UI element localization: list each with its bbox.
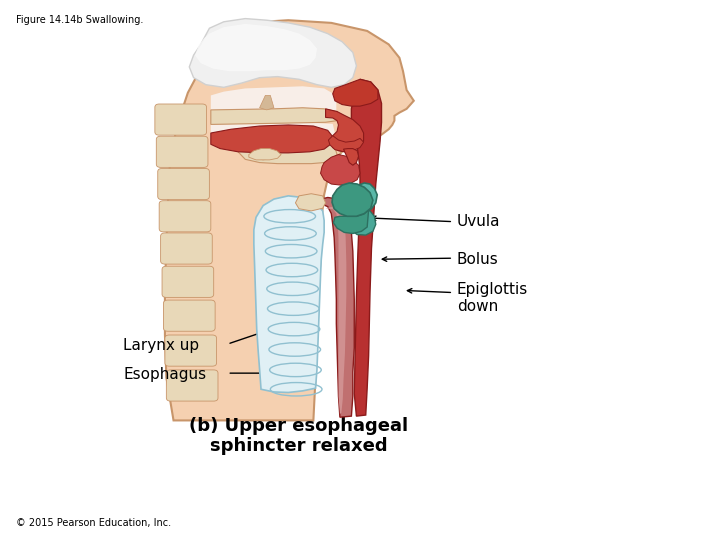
Polygon shape: [351, 79, 382, 416]
FancyBboxPatch shape: [163, 300, 215, 331]
Polygon shape: [332, 183, 373, 217]
FancyBboxPatch shape: [156, 136, 208, 167]
Polygon shape: [260, 96, 274, 110]
Ellipse shape: [260, 154, 267, 160]
FancyBboxPatch shape: [162, 266, 214, 298]
Polygon shape: [325, 109, 364, 152]
FancyBboxPatch shape: [165, 335, 217, 366]
FancyBboxPatch shape: [159, 201, 211, 232]
Polygon shape: [254, 196, 324, 393]
Text: Larynx up: Larynx up: [123, 338, 199, 353]
Polygon shape: [249, 148, 281, 160]
Polygon shape: [351, 183, 377, 212]
Polygon shape: [320, 154, 360, 185]
Ellipse shape: [255, 152, 262, 157]
FancyBboxPatch shape: [155, 104, 207, 135]
Polygon shape: [343, 148, 359, 165]
FancyBboxPatch shape: [158, 168, 210, 200]
Polygon shape: [211, 86, 336, 112]
Text: © 2015 Pearson Education, Inc.: © 2015 Pearson Education, Inc.: [16, 518, 171, 528]
Polygon shape: [211, 123, 335, 151]
Polygon shape: [211, 108, 338, 124]
Text: (b) Upper esophageal
sphincter relaxed: (b) Upper esophageal sphincter relaxed: [189, 416, 408, 455]
Polygon shape: [211, 125, 333, 153]
Polygon shape: [238, 134, 337, 164]
Polygon shape: [295, 194, 325, 211]
Polygon shape: [325, 207, 346, 414]
Ellipse shape: [265, 152, 271, 157]
Text: Esophagus: Esophagus: [123, 367, 207, 382]
Text: Bolus: Bolus: [456, 252, 498, 267]
Polygon shape: [165, 20, 414, 421]
FancyBboxPatch shape: [166, 370, 218, 401]
FancyBboxPatch shape: [161, 233, 212, 264]
Text: Figure 14.14b Swallowing.: Figure 14.14b Swallowing.: [16, 15, 143, 25]
Polygon shape: [317, 198, 354, 417]
Polygon shape: [350, 210, 376, 235]
Polygon shape: [328, 136, 364, 152]
Text: Uvula: Uvula: [456, 214, 500, 229]
Polygon shape: [333, 210, 369, 233]
Polygon shape: [189, 18, 356, 87]
Polygon shape: [195, 24, 317, 71]
Text: Epiglottis
down: Epiglottis down: [456, 282, 528, 314]
Polygon shape: [333, 79, 378, 106]
